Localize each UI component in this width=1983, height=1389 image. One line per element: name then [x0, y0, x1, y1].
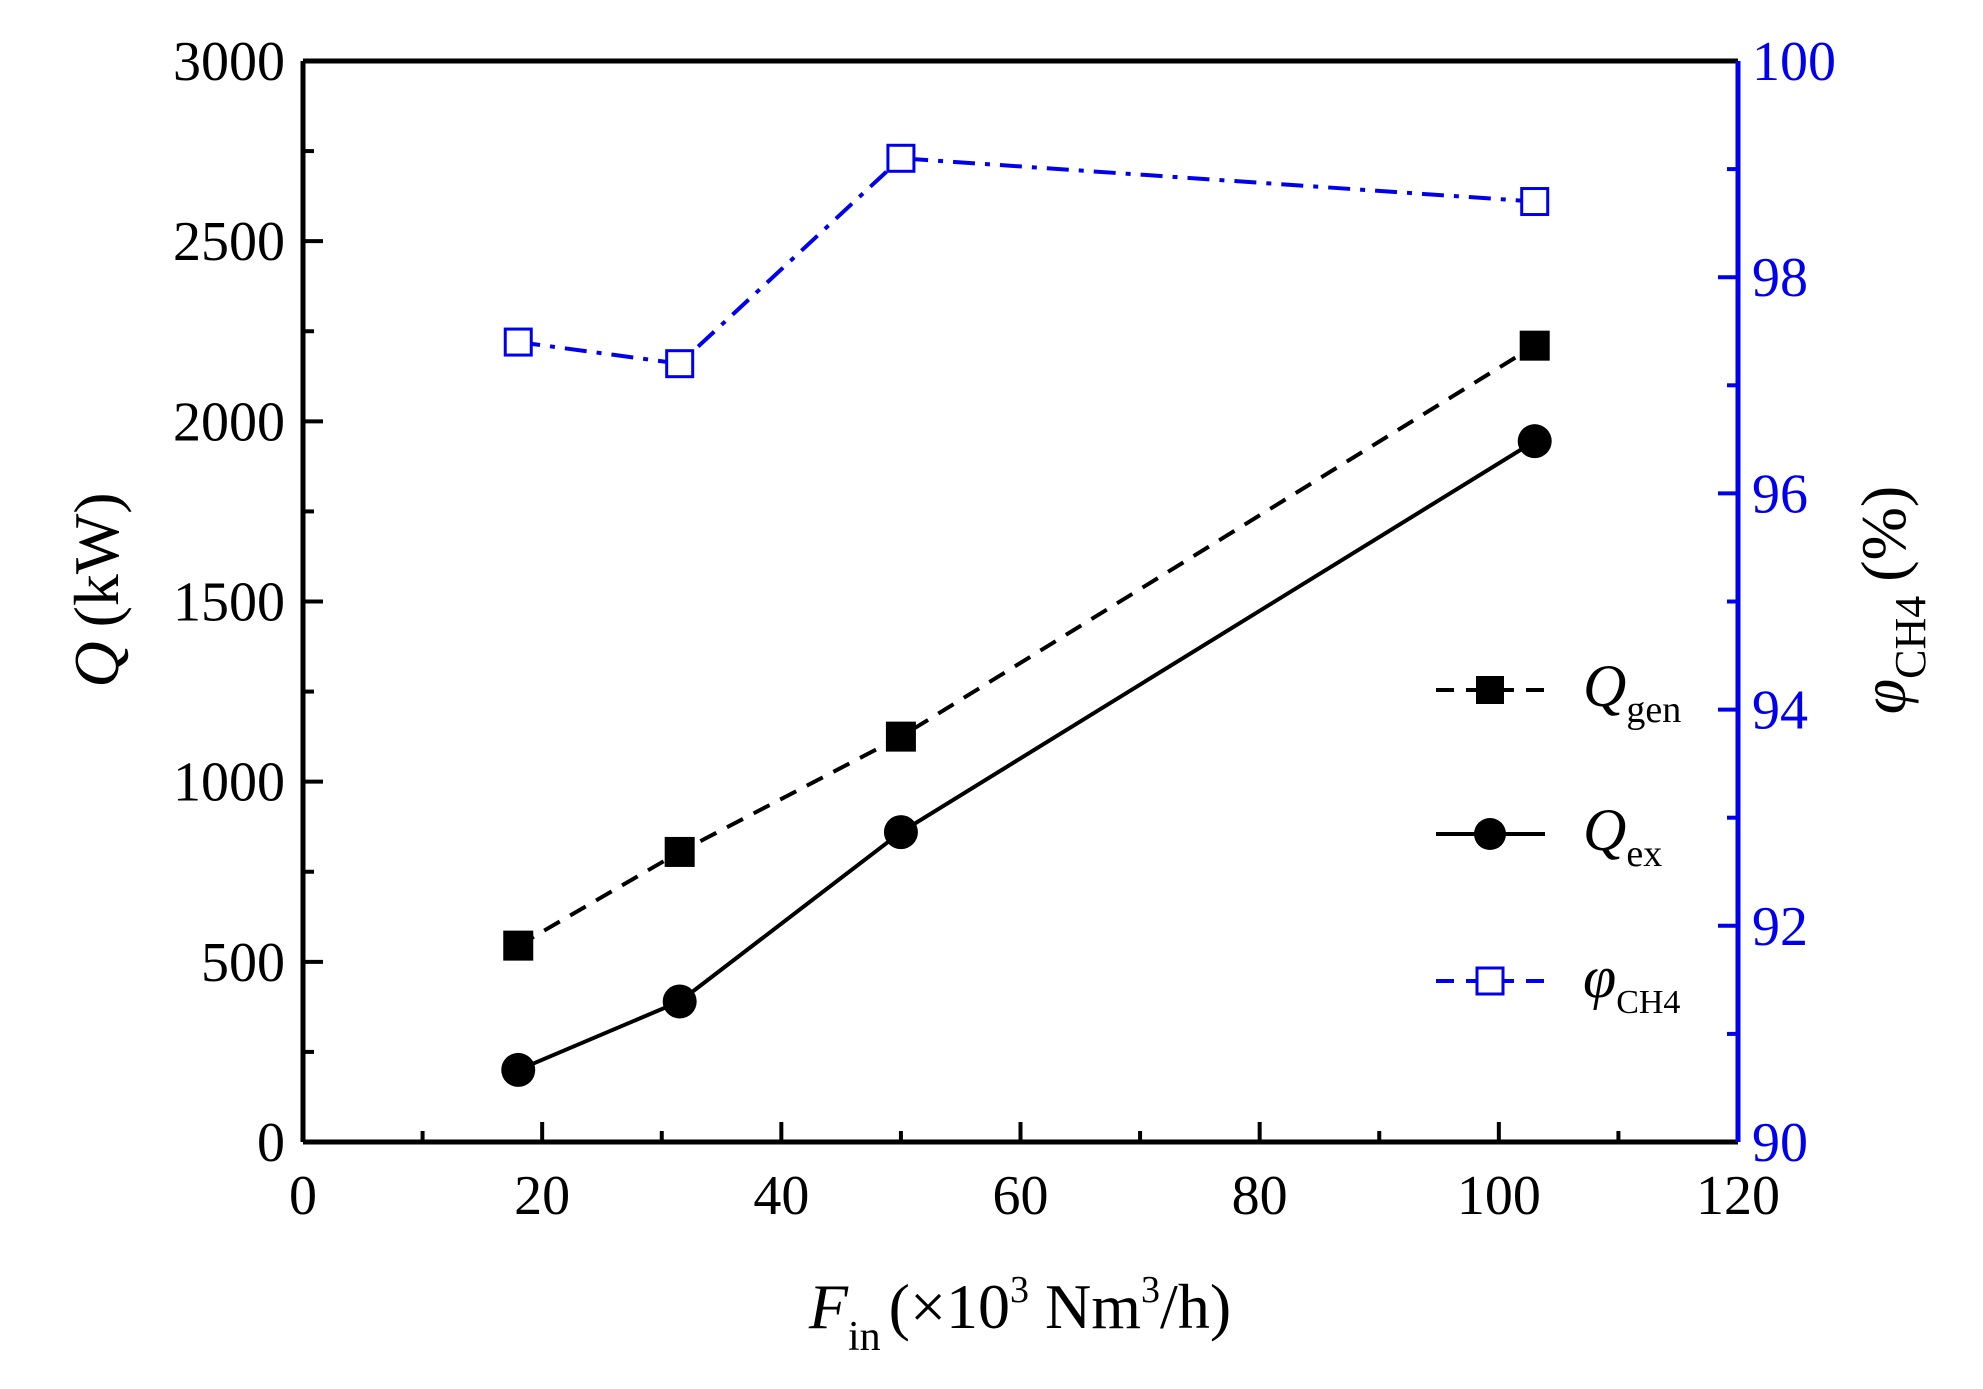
x-tick-label-100: 100: [1457, 1165, 1541, 1227]
y-left-tick-label-0: 0: [257, 1112, 285, 1174]
series-q-ex-point-2: [883, 815, 918, 850]
legend-label-phi-ch4: φCH4: [1583, 944, 1680, 1021]
legend-item-q-gen: Qgen: [1436, 653, 1681, 731]
legend-marker-phi-ch4: [1475, 966, 1505, 996]
y-right-axis-title-unit: (%): [1848, 486, 1919, 582]
legend-label-q-ex: Qex: [1583, 797, 1662, 875]
y-right-axis-title-var: φ: [1848, 679, 1919, 714]
x-axis-title-var: F: [808, 1271, 849, 1342]
y-right-tick-label-94: 94: [1752, 680, 1808, 742]
y-left-tick-label-1500: 1500: [173, 572, 285, 634]
ticks: 0 20 40 60 80 100 120 0 500 1000 1500 2000 2500 3000 9…: [173, 31, 1836, 1227]
x-tick-label-60: 60: [993, 1165, 1049, 1227]
legend-marker-q-gen: [1476, 676, 1504, 704]
x-tick-label-80: 80: [1232, 1165, 1288, 1227]
x-tick-label-40: 40: [753, 1165, 809, 1227]
legend: Qgen Qex φCH4: [1436, 653, 1681, 1021]
legend-label-q-gen: Qgen: [1583, 653, 1681, 731]
y-left-tick-label-1000: 1000: [173, 752, 285, 814]
legend-label-q-gen-var: Q: [1583, 653, 1626, 719]
series-q-gen-point-3: [1519, 330, 1550, 361]
x-axis-title-unit-mid: Nm: [1029, 1271, 1141, 1342]
y-right-tick-label-90: 90: [1752, 1112, 1808, 1174]
y-right-tick-label-96: 96: [1752, 463, 1808, 525]
series-q-gen-point-1: [664, 836, 695, 867]
series-q-ex-line: [517, 439, 1536, 1072]
y-right-axis-title: φCH4 (%): [1848, 486, 1935, 714]
legend-label-q-gen-sub: gen: [1626, 689, 1681, 731]
series-phi-ch4-point-3: [1520, 187, 1550, 217]
series-phi-ch4-point-0: [503, 327, 533, 357]
series-phi-ch4-line: [517, 156, 1535, 366]
x-axis-title-exp2: 3: [1141, 1269, 1160, 1311]
series-q-ex-point-1: [662, 984, 697, 1019]
x-axis-title: Fin (×103 Nm3/h): [808, 1269, 1231, 1360]
y-right-tick-label-98: 98: [1752, 247, 1808, 309]
y-left-tick-label-2000: 2000: [173, 391, 285, 453]
x-tick-label-0: 0: [289, 1165, 317, 1227]
y-left-axis-title-unit: (kW): [61, 492, 132, 627]
y-right-tick-label-100: 100: [1752, 31, 1836, 93]
legend-label-q-ex-sub: ex: [1626, 833, 1662, 875]
y-left-tick-label-2500: 2500: [173, 211, 285, 273]
series-q-ex-point-0: [501, 1052, 536, 1087]
y-left-tick-label-3000: 3000: [173, 31, 285, 93]
x-axis-title-exp1: 3: [1010, 1269, 1029, 1311]
series-q-gen-point-2: [885, 721, 916, 752]
legend-label-phi-ch4-var: φ: [1583, 944, 1616, 1010]
legend-marker-q-ex: [1474, 818, 1506, 850]
x-axis-title-unit-open: (×10: [889, 1271, 1010, 1342]
series-phi-ch4-point-1: [665, 349, 695, 379]
legend-item-q-ex: Qex: [1436, 797, 1662, 875]
y-left-axis-title: Q (kW): [61, 492, 132, 687]
series-q-gen-point-0: [503, 930, 534, 961]
y-right-tick-label-92: 92: [1752, 896, 1808, 958]
y-left-axis-title-var: Q: [61, 641, 132, 687]
y-right-axis-title-sub: CH4: [1886, 596, 1935, 679]
y-left-tick-label-500: 500: [201, 932, 285, 994]
legend-item-phi-ch4: φCH4: [1436, 944, 1680, 1021]
series-phi-ch4-point-2: [886, 143, 916, 173]
series-layer: [501, 143, 1552, 1087]
x-tick-label-120: 120: [1696, 1165, 1780, 1227]
x-tick-label-20: 20: [514, 1165, 570, 1227]
series-q-gen-line: [517, 343, 1536, 948]
x-axis-title-sub: in: [848, 1314, 881, 1360]
series-q-ex-point-3: [1517, 424, 1552, 459]
x-axis-title-unit-close: /h): [1160, 1271, 1231, 1342]
legend-label-phi-ch4-sub: CH4: [1616, 984, 1680, 1021]
legend-label-q-ex-var: Q: [1583, 797, 1626, 863]
